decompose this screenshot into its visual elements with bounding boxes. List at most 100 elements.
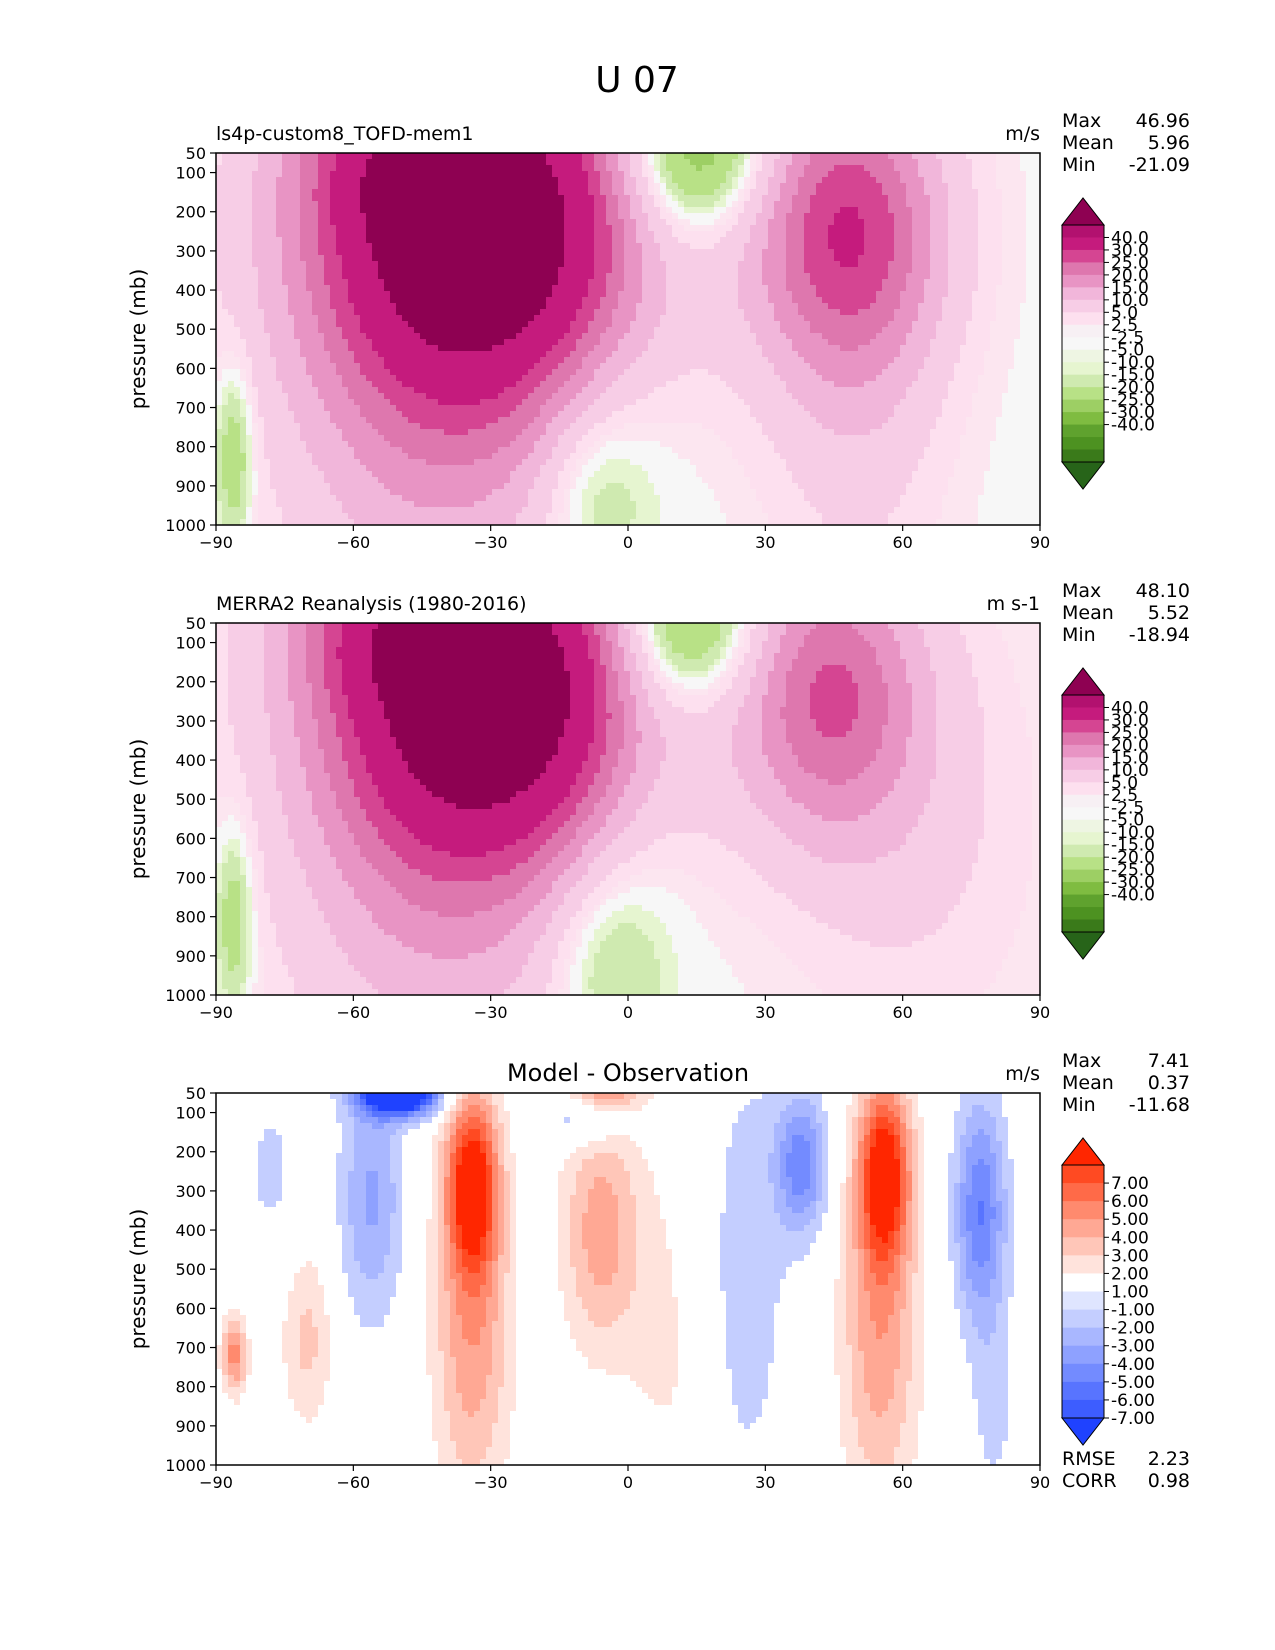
colorbar-label: -3.00 xyxy=(1111,1337,1155,1357)
x-tick-label: 0 xyxy=(623,533,633,552)
y-tick-label: 50 xyxy=(186,614,206,633)
y-tick-label: 200 xyxy=(175,203,206,222)
colorbar-segment xyxy=(1062,744,1104,758)
colorbar-extend-min xyxy=(1060,931,1106,960)
stat-value: 46.96 xyxy=(1136,110,1190,132)
colorbar-label: -6.00 xyxy=(1111,1391,1155,1411)
x-tick-label: −90 xyxy=(199,1003,233,1022)
y-tick-label: 800 xyxy=(175,908,206,927)
stat-value: -11.68 xyxy=(1129,1094,1190,1116)
x-tick-label: −90 xyxy=(199,533,233,552)
y-tick-label: 50 xyxy=(186,144,206,163)
stat-value: 0.37 xyxy=(1148,1072,1190,1094)
colorbar-label: 25.0 xyxy=(1111,723,1149,743)
units-label: m/s xyxy=(1005,123,1040,145)
y-tick-label: 100 xyxy=(175,164,206,183)
panel-title: MERRA2 Reanalysis (1980-2016) xyxy=(216,593,527,615)
colorbar-frame xyxy=(1061,224,1105,463)
y-tick-label: 800 xyxy=(175,1378,206,1397)
colorbar-segment xyxy=(1062,349,1104,363)
stat-value: 7.41 xyxy=(1148,1050,1190,1072)
stat-label: Mean xyxy=(1062,132,1114,154)
y-tick-label: 400 xyxy=(175,281,206,300)
colorbar-segment xyxy=(1062,274,1104,288)
y-tick-label: 800 xyxy=(175,438,206,457)
contour-field-diff xyxy=(216,1093,1040,1465)
x-tick-label: 90 xyxy=(1030,533,1050,552)
colorbar-segment xyxy=(1062,732,1104,746)
x-tick-label: 0 xyxy=(623,1473,633,1492)
x-tick-label: 60 xyxy=(892,1003,912,1022)
colorbar-label: 10.0 xyxy=(1111,291,1149,311)
colorbar-label: -2.5 xyxy=(1111,328,1144,348)
y-axis-label: pressure (mb) xyxy=(126,1209,150,1350)
colorbar-label: -25.0 xyxy=(1111,391,1155,411)
colorbar-label: 2.5 xyxy=(1111,316,1138,336)
x-tick-label: 30 xyxy=(755,1003,775,1022)
y-tick-label: 500 xyxy=(175,790,206,809)
colorbar-segment xyxy=(1062,1237,1104,1256)
y-tick-label: 100 xyxy=(175,634,206,653)
contour-field-model xyxy=(216,153,1040,525)
y-tick-label: 900 xyxy=(175,1417,206,1436)
colorbar-label: -20.0 xyxy=(1111,848,1155,868)
y-tick-label: 300 xyxy=(175,712,206,731)
y-tick-label: 300 xyxy=(175,1182,206,1201)
colorbar-segment xyxy=(1062,437,1104,451)
colorbar-label: 20.0 xyxy=(1111,266,1149,286)
y-tick-label: 700 xyxy=(175,399,206,418)
y-tick-label: 50 xyxy=(186,1084,206,1103)
colorbar-segment xyxy=(1062,424,1104,438)
colorbar-label: -5.0 xyxy=(1111,341,1144,361)
colorbar-extend-min xyxy=(1060,1417,1106,1446)
colorbar-segment xyxy=(1062,387,1104,401)
stat-label: Min xyxy=(1062,1094,1096,1116)
colorbar-segment xyxy=(1062,832,1104,846)
colorbar-label: 15.0 xyxy=(1111,278,1149,298)
colorbar-label: -15.0 xyxy=(1111,366,1155,386)
x-tick-label: 30 xyxy=(755,1473,775,1492)
y-tick-label: 400 xyxy=(175,751,206,770)
colorbar-extend-max xyxy=(1060,1137,1106,1166)
colorbar-diff: 7.006.005.004.003.002.001.00-1.00-2.00-3… xyxy=(1060,1137,1155,1446)
colorbar-extend-max xyxy=(1060,197,1106,226)
colorbar-segment xyxy=(1062,1183,1104,1202)
stat-label: Max xyxy=(1062,110,1101,132)
y-axis-label: pressure (mb) xyxy=(126,269,150,410)
colorbar-segment xyxy=(1062,449,1104,463)
stat-label: RMSE xyxy=(1062,1448,1116,1470)
y-tick-label: 600 xyxy=(175,359,206,378)
colorbar-label: -15.0 xyxy=(1111,836,1155,856)
x-tick-label: −30 xyxy=(474,1473,508,1492)
colorbar-label: 3.00 xyxy=(1111,1246,1149,1266)
colorbar-label: -25.0 xyxy=(1111,861,1155,881)
figure-title: U 07 xyxy=(595,60,679,101)
y-tick-label: 200 xyxy=(175,673,206,692)
y-tick-label: 1000 xyxy=(165,986,206,1005)
colorbar-segment xyxy=(1062,1165,1104,1184)
y-tick-label: 900 xyxy=(175,477,206,496)
colorbar-extend-max xyxy=(1060,667,1106,696)
colorbar-segment xyxy=(1062,794,1104,808)
stat-label: Max xyxy=(1062,1050,1101,1072)
colorbar-label: -7.00 xyxy=(1111,1409,1155,1429)
y-axis-label: pressure (mb) xyxy=(126,739,150,880)
colorbar-label: 5.00 xyxy=(1111,1210,1149,1230)
colorbar-label: -40.0 xyxy=(1111,416,1155,436)
colorbar-segment xyxy=(1062,757,1104,771)
x-tick-label: 60 xyxy=(892,533,912,552)
y-tick-label: 500 xyxy=(175,320,206,339)
y-tick-label: 400 xyxy=(175,1221,206,1240)
x-tick-label: 90 xyxy=(1030,1473,1050,1492)
stat-value: 0.98 xyxy=(1148,1470,1190,1492)
stat-value: -21.09 xyxy=(1129,154,1190,176)
units-label: m s-1 xyxy=(987,593,1040,615)
colorbar-model: 40.030.025.020.015.010.05.02.5-2.5-5.0-1… xyxy=(1060,197,1155,490)
y-tick-label: 700 xyxy=(175,869,206,888)
x-tick-label: −30 xyxy=(474,533,508,552)
x-tick-label: 30 xyxy=(755,533,775,552)
y-tick-label: 300 xyxy=(175,242,206,261)
y-tick-label: 100 xyxy=(175,1104,206,1123)
colorbar-label: -5.0 xyxy=(1111,811,1144,831)
